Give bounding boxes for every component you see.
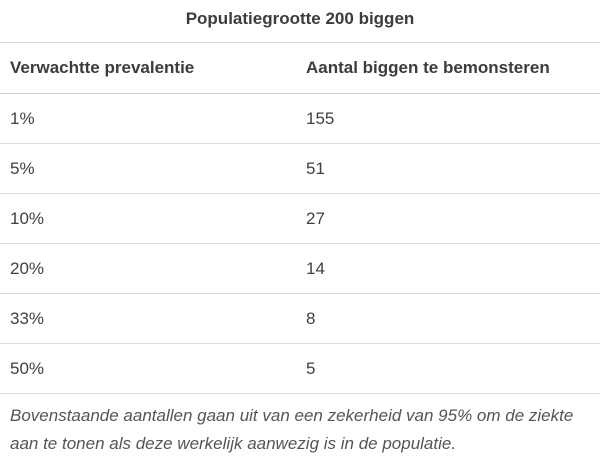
sample-size-cell: 27 [296,193,600,244]
sample-size-cell: 14 [296,243,600,294]
table-row: 20% 14 [0,243,600,294]
sample-size-table: Verwachtte prevalentie Aantal biggen te … [0,43,600,394]
prevalence-cell: 1% [0,93,296,144]
table-row: 1% 155 [0,93,600,144]
prevalence-cell: 10% [0,193,296,244]
sample-size-cell: 155 [296,93,600,144]
sample-size-cell: 8 [296,293,600,344]
prevalence-cell: 5% [0,143,296,194]
sample-size-cell: 5 [296,343,600,394]
sample-size-cell: 51 [296,143,600,194]
table-row: 5% 51 [0,143,600,194]
column-header-prevalence: Verwachtte prevalentie [0,43,296,94]
prevalence-cell: 50% [0,343,296,394]
prevalence-cell: 20% [0,243,296,294]
table-header-row: Verwachtte prevalentie Aantal biggen te … [0,43,600,94]
table-row: 50% 5 [0,343,600,394]
table-caption: Populatiegrootte 200 biggen [0,0,600,43]
column-header-sample-size: Aantal biggen te bemonsteren [296,43,600,94]
table-footnote: Bovenstaande aantallen gaan uit van een … [10,406,574,453]
prevalence-cell: 33% [0,293,296,344]
table-row: 33% 8 [0,293,600,344]
table-row: 10% 27 [0,193,600,244]
